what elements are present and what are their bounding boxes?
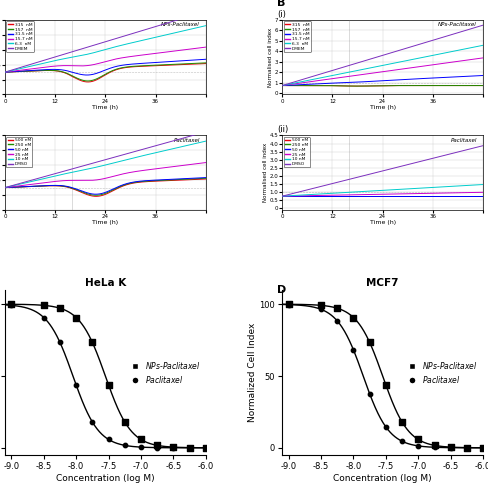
Point (40, 314, 48, 322)
Legend: 315  nM, 157  nM, 31.5 nM, 15.7 nM, 6.3  nM, DMEM: 315 nM, 157 nM, 31.5 nM, 15.7 nM, 6.3 nM… (6, 22, 34, 52)
Point (88, 418, 96, 426)
Point (202, 444, 210, 452)
Point (382, 423, 390, 431)
X-axis label: Concentration (log M): Concentration (log M) (56, 474, 155, 482)
Point (40, 302, 48, 310)
Point (382, 381, 390, 389)
Text: (ii): (ii) (277, 126, 288, 134)
Point (186, 444, 194, 452)
Text: Paclitaxel: Paclitaxel (451, 138, 477, 142)
Y-axis label: Normalised cell index: Normalised cell index (268, 28, 273, 87)
Point (463, 444, 471, 452)
Point (121, 418, 129, 426)
Point (285, 300, 293, 308)
Point (56, 304, 64, 312)
Point (317, 302, 325, 310)
Title: MCF7: MCF7 (366, 278, 399, 287)
Legend: 500 nM, 250 nM, 50 nM, 25 nM, 10 nM, DMSO: 500 nM, 250 nM, 50 nM, 25 nM, 10 nM, DMS… (284, 137, 309, 168)
Text: NPs-Paclitaxel: NPs-Paclitaxel (161, 22, 200, 27)
Point (398, 438, 406, 446)
Legend: $\it{NPs}$-$\it{Paclitaxel}$, $\it{Paclitaxel}$: $\it{NPs}$-$\it{Paclitaxel}$, $\it{Pacli… (126, 358, 202, 386)
Point (447, 443, 455, 451)
Point (153, 442, 161, 450)
Point (105, 381, 113, 389)
X-axis label: Time (h): Time (h) (92, 105, 119, 110)
Point (7, 302, 15, 310)
Text: D: D (277, 285, 286, 295)
Point (333, 317, 341, 325)
Legend: 500 nM, 250 nM, 50 nM, 25 nM, 10 nM, DMSO: 500 nM, 250 nM, 50 nM, 25 nM, 10 nM, DMS… (6, 137, 32, 168)
Point (447, 444, 455, 452)
Point (285, 300, 293, 308)
Point (121, 442, 129, 450)
Point (169, 443, 177, 451)
Text: Paclitaxel: Paclitaxel (173, 138, 200, 142)
Point (153, 444, 161, 452)
Point (463, 444, 471, 452)
Point (479, 444, 487, 452)
Text: NPs-Paclitaxel: NPs-Paclitaxel (438, 22, 477, 27)
Point (7, 300, 15, 308)
Point (349, 346, 357, 354)
Text: (i): (i) (277, 10, 286, 19)
Point (137, 436, 145, 444)
Point (72, 381, 80, 389)
Title: HeLa K: HeLa K (85, 278, 126, 287)
Point (366, 390, 374, 398)
Point (56, 338, 64, 346)
Point (137, 443, 145, 451)
Point (430, 444, 438, 452)
Point (430, 442, 438, 450)
Legend: $\it{NPs}$-$\it{Paclitaxel}$, $\it{Paclitaxel}$: $\it{NPs}$-$\it{Paclitaxel}$, $\it{Pacli… (403, 358, 479, 386)
X-axis label: Time (h): Time (h) (369, 220, 396, 226)
X-axis label: Concentration (log M): Concentration (log M) (333, 474, 432, 482)
Point (414, 436, 422, 444)
X-axis label: Time (h): Time (h) (92, 220, 119, 226)
Y-axis label: Normalized Cell Index: Normalized Cell Index (248, 322, 257, 422)
Point (479, 444, 487, 452)
Point (105, 436, 113, 444)
Point (349, 314, 357, 322)
Y-axis label: Normalised cell index: Normalised cell index (263, 143, 268, 203)
Text: B: B (277, 0, 285, 8)
Point (317, 306, 325, 314)
Point (202, 444, 210, 452)
Point (414, 442, 422, 450)
X-axis label: Time (h): Time (h) (369, 105, 396, 110)
Legend: 315  nM, 157  nM, 31.5 nM, 15.7 nM, 6.3  nM, DMEM: 315 nM, 157 nM, 31.5 nM, 15.7 nM, 6.3 nM… (284, 22, 311, 52)
Point (72, 314, 80, 322)
Point (398, 418, 406, 426)
Point (169, 444, 177, 452)
Point (366, 338, 374, 346)
Point (333, 304, 341, 312)
Point (88, 338, 96, 346)
Point (186, 444, 194, 452)
